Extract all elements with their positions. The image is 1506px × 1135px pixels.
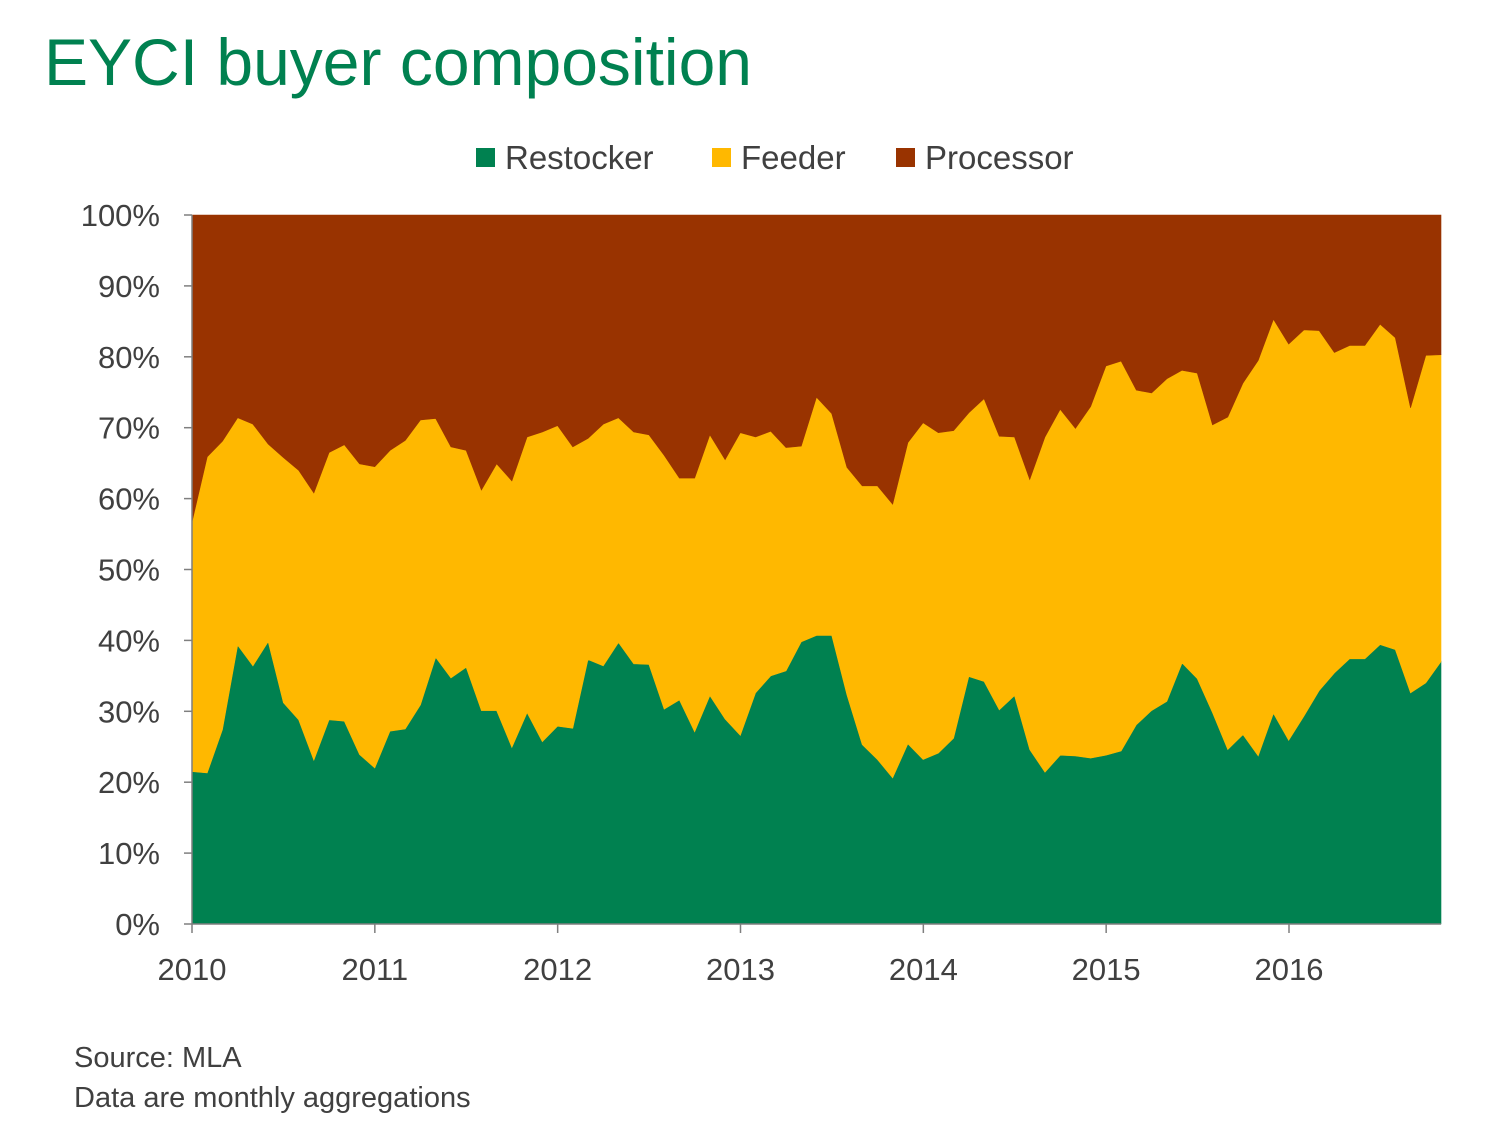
legend-swatch-feeder — [712, 148, 731, 167]
y-tick-label: 40% — [98, 623, 160, 658]
x-tick-label: 2012 — [523, 952, 592, 987]
y-tick-label: 70% — [98, 411, 160, 446]
plot-area — [191, 214, 1442, 925]
y-tick-label: 0% — [115, 907, 160, 942]
legend-label-restocker: Restocker — [505, 139, 654, 176]
legend-swatch-processor — [896, 148, 915, 167]
source-note: Source: MLA — [74, 1042, 242, 1074]
y-tick-label: 10% — [98, 836, 160, 871]
legend-label-feeder: Feeder — [741, 139, 846, 176]
x-tick-label: 2013 — [706, 952, 775, 987]
x-tick-label: 2016 — [1255, 952, 1324, 987]
y-tick-label: 30% — [98, 694, 160, 729]
data-note: Data are monthly aggregations — [74, 1082, 471, 1114]
y-tick-label: 90% — [98, 269, 160, 304]
y-tick-label: 20% — [98, 765, 160, 800]
x-tick-label: 2011 — [341, 952, 408, 987]
x-tick-label: 2014 — [889, 952, 958, 987]
chart-title: EYCI buyer composition — [44, 25, 752, 99]
legend: Restocker Feeder Processor — [476, 139, 1074, 176]
y-tick-label: 100% — [81, 198, 160, 233]
x-tick-label: 2010 — [158, 952, 227, 987]
y-tick-label: 60% — [98, 482, 160, 517]
y-tick-label: 50% — [98, 553, 160, 588]
y-tick-label: 80% — [98, 340, 160, 375]
axes: 0% 10% 20% 30% 40% 50% 60% 70% 80% 90% 100% 2010 201… — [81, 198, 1441, 987]
footer: Source: MLA Data are monthly aggregation… — [74, 1038, 471, 1118]
legend-swatch-restocker — [476, 148, 495, 167]
area-processor — [191, 214, 1442, 523]
x-tick-label: 2015 — [1072, 952, 1141, 987]
legend-label-processor: Processor — [925, 139, 1074, 176]
